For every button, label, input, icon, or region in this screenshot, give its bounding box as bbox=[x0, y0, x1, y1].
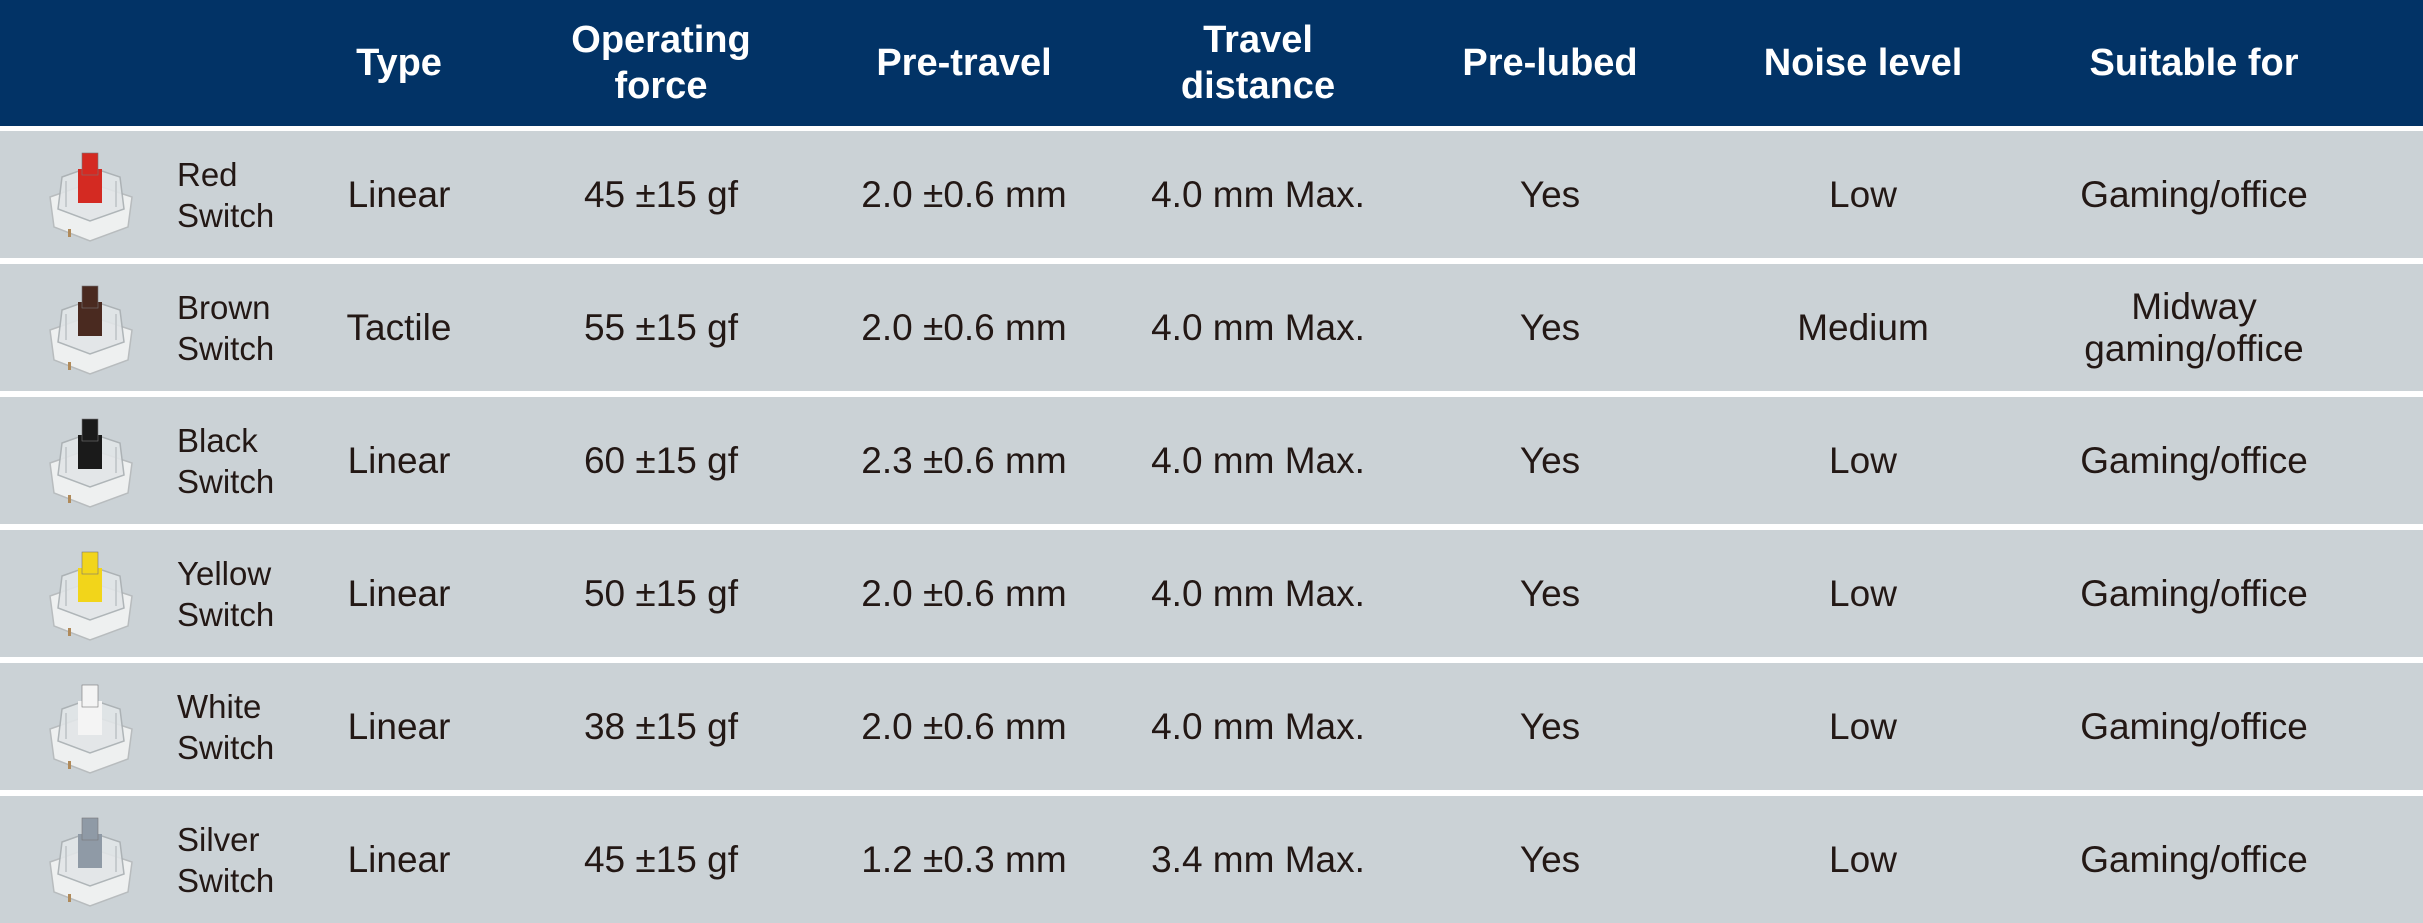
cell-travel: 3.4 mm Max. bbox=[1151, 838, 1365, 880]
cell-travel: 4.0 mm Max. bbox=[1151, 173, 1365, 215]
switch-name: White Switch bbox=[177, 687, 275, 766]
cell-force: 55 ±15 gf bbox=[583, 306, 739, 348]
cell-type: Linear bbox=[347, 705, 451, 747]
cell-suitable: Gaming/office bbox=[2080, 838, 2308, 880]
cell-noise: Low bbox=[1829, 173, 1897, 215]
cell-travel: 4.0 mm Max. bbox=[1151, 439, 1365, 481]
cell-pretravel: 2.0 ±0.6 mm bbox=[861, 306, 1067, 348]
cell-noise: Low bbox=[1829, 705, 1897, 747]
cell-noise: Low bbox=[1829, 572, 1897, 614]
cell-noise: Low bbox=[1829, 838, 1897, 880]
cell-prelubed: Yes bbox=[1519, 572, 1581, 614]
header-pre-lubed: Pre-lubed bbox=[1462, 42, 1638, 84]
cell-prelubed: Yes bbox=[1519, 439, 1581, 481]
header-type: Type bbox=[356, 42, 442, 84]
cell-pretravel: 2.0 ±0.6 mm bbox=[861, 572, 1067, 614]
switch-name: Black Switch bbox=[177, 421, 275, 500]
cell-travel: 4.0 mm Max. bbox=[1151, 306, 1365, 348]
white-switch-icon bbox=[49, 684, 133, 774]
header-operating-force: Operating force bbox=[571, 19, 751, 107]
switch-name: Red Switch bbox=[177, 155, 275, 234]
switch-name: Yellow Switch bbox=[177, 554, 275, 633]
switch-name: Brown Switch bbox=[177, 288, 275, 367]
cell-pretravel: 1.2 ±0.3 mm bbox=[861, 838, 1067, 880]
cell-suitable: Midway gaming/office bbox=[2084, 285, 2304, 369]
cell-prelubed: Yes bbox=[1519, 306, 1581, 348]
cell-type: Linear bbox=[347, 439, 451, 481]
cell-pretravel: 2.0 ±0.6 mm bbox=[861, 705, 1067, 747]
yellow-switch-icon bbox=[49, 551, 133, 641]
table-row: Silver Switch Linear 45 ±15 gf 1.2 ±0.3 mm 3… bbox=[0, 796, 2423, 923]
cell-suitable: Gaming/office bbox=[2080, 572, 2308, 614]
header-travel-distance: Travel distance bbox=[1180, 19, 1336, 107]
cell-noise: Medium bbox=[1797, 306, 1929, 348]
cell-prelubed: Yes bbox=[1519, 173, 1581, 215]
cell-prelubed: Yes bbox=[1519, 705, 1581, 747]
cell-suitable: Gaming/office bbox=[2080, 173, 2308, 215]
switch-name: Silver Switch bbox=[177, 820, 275, 899]
cell-pretravel: 2.0 ±0.6 mm bbox=[861, 173, 1067, 215]
cell-force: 45 ±15 gf bbox=[583, 173, 739, 215]
cell-noise: Low bbox=[1829, 439, 1897, 481]
table-row: Black Switch Linear 60 ±15 gf 2.3 ±0.6 mm 4.… bbox=[0, 397, 2423, 524]
black-switch-icon bbox=[49, 418, 133, 508]
table-row: Brown Switch Tactile 55 ±15 gf 2.0 ±0.6 mm 4… bbox=[0, 264, 2423, 391]
header-pre-travel: Pre-travel bbox=[876, 42, 1052, 84]
table-row: Yellow Switch Linear 50 ±15 gf 2.0 ±0.6 mm 4… bbox=[0, 530, 2423, 657]
table-header: Type Operating force Pre-travel Travel d… bbox=[0, 0, 2423, 126]
header-noise-level: Noise level bbox=[1763, 42, 1963, 84]
cell-suitable: Gaming/office bbox=[2080, 439, 2308, 481]
cell-travel: 4.0 mm Max. bbox=[1151, 705, 1365, 747]
cell-force: 50 ±15 gf bbox=[583, 572, 739, 614]
silver-switch-icon bbox=[49, 817, 133, 907]
cell-type: Linear bbox=[347, 572, 451, 614]
cell-type: Linear bbox=[347, 173, 451, 215]
brown-switch-icon bbox=[49, 285, 133, 375]
red-switch-icon bbox=[49, 152, 133, 242]
cell-travel: 4.0 mm Max. bbox=[1151, 572, 1365, 614]
cell-prelubed: Yes bbox=[1519, 838, 1581, 880]
header-suitable-for: Suitable for bbox=[2089, 42, 2299, 84]
cell-force: 60 ±15 gf bbox=[583, 439, 739, 481]
cell-type: Linear bbox=[347, 838, 451, 880]
cell-force: 45 ±15 gf bbox=[583, 838, 739, 880]
cell-pretravel: 2.3 ±0.6 mm bbox=[861, 439, 1067, 481]
cell-type: Tactile bbox=[346, 306, 452, 348]
cell-suitable: Gaming/office bbox=[2080, 705, 2308, 747]
cell-force: 38 ±15 gf bbox=[583, 705, 739, 747]
table-row: White Switch Linear 38 ±15 gf 2.0 ±0.6 mm 4.… bbox=[0, 663, 2423, 790]
table-row: Red Switch Linear 45 ±15 gf 2.0 ±0.6 mm 4.0 … bbox=[0, 131, 2423, 258]
